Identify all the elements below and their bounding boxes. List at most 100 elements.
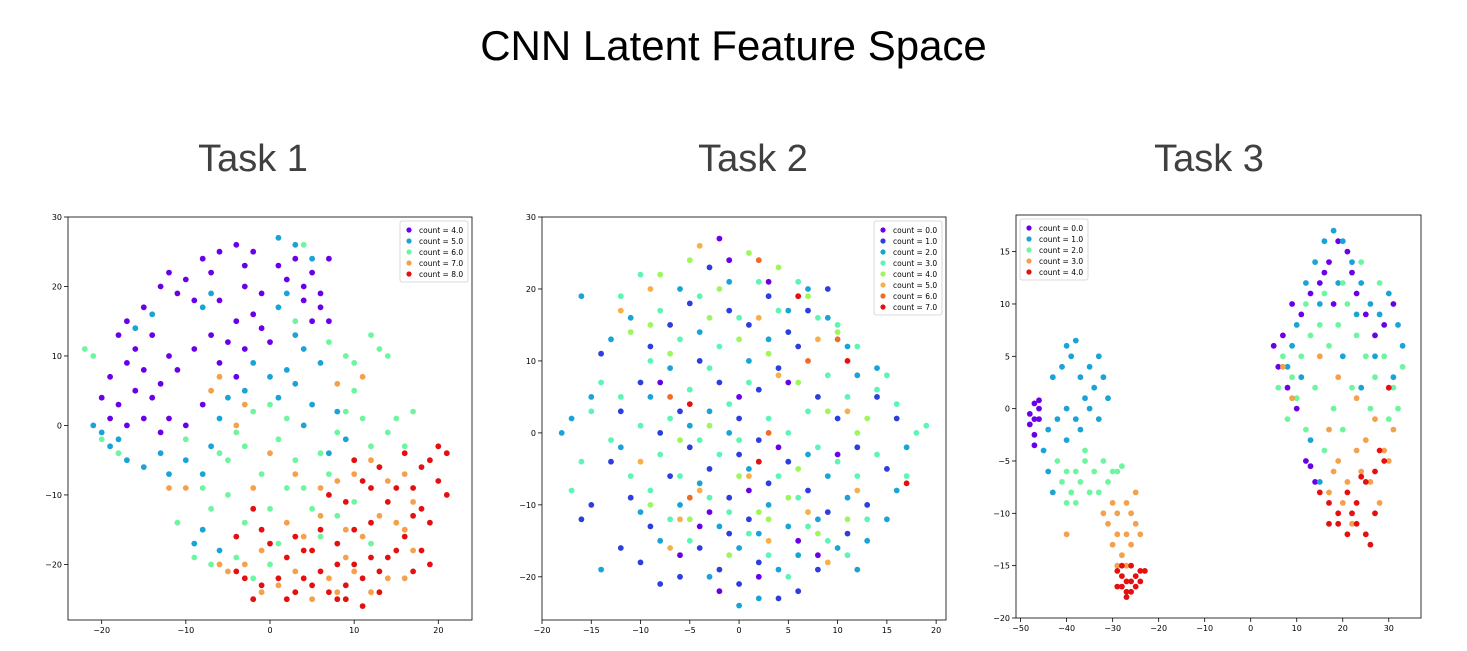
scatter-point [233,373,240,380]
scatter-point [216,415,223,422]
scatter-point [166,485,172,491]
scatter-point [795,466,802,472]
scatter-point [342,408,349,415]
scatter-point [686,494,693,501]
scatter-point [208,387,215,394]
scatter-point [90,422,97,429]
scatter-point [317,526,324,533]
scatter-point [736,473,742,479]
scatter-point [1307,463,1314,470]
legend-label: count = 6.0 [893,292,937,301]
scatter-panel-2: −20 −15 −10 −5 0 5 10 15 20 −20 −10 0 10 20 30 count = … [519,213,947,635]
scatter-point [1349,259,1355,265]
scatter-point [1367,479,1374,485]
scatter-point [844,552,851,559]
scatter-point [199,526,206,533]
scatter-point [1137,531,1144,538]
scatter-point [1114,568,1121,574]
scatter-point [617,408,624,415]
scatter-point [241,283,248,290]
scatter-point [677,516,683,523]
scatter-point [1316,479,1323,485]
scatter-point [617,307,624,314]
legend-marker [880,304,886,310]
scatter-point [267,401,273,408]
scatter-point [300,547,307,554]
scatter-point [578,516,585,523]
scatter-point [115,436,122,443]
scatter-point [1119,463,1125,470]
scatter-point [578,458,585,465]
scatter-point [326,492,332,498]
scatter-point [107,415,113,422]
scatter-point [1284,416,1291,422]
scatter-point [351,457,358,464]
scatter-point [884,372,890,379]
scatter-point [805,408,811,415]
scatter-point [1275,384,1282,391]
scatter-point [1123,500,1130,506]
scatter-point [775,264,782,271]
scatter-point [1086,489,1093,496]
scatter-point [182,457,189,464]
y-tick-label: −10 [45,491,62,500]
scatter-point [334,540,341,547]
scatter-point [1372,374,1378,381]
scatter-point [1086,405,1093,412]
scatter-point [98,429,105,436]
scatter-point [657,451,664,458]
scatter-point [834,415,841,422]
scatter-point [1381,458,1388,464]
legend-marker [1026,258,1032,264]
scatter-point [1026,421,1033,428]
scatter-point [1312,479,1318,485]
scatter-point [785,307,792,314]
scatter-point [834,336,841,343]
scatter-point [1077,374,1084,381]
scatter-point [157,380,164,387]
scatter-point [1335,458,1342,464]
scatter-point [805,451,811,458]
scatter-point [292,589,299,596]
scatter-point [1339,238,1346,245]
scatter-point [677,502,683,508]
scatter-point [326,255,332,262]
scatter-point [208,332,215,338]
scatter-point [1072,337,1079,344]
scatter-point [1335,280,1342,286]
scatter-point [824,559,831,566]
legend-label: count = 7.0 [419,259,463,268]
scatter-point [637,458,644,465]
scatter-point [706,509,713,515]
scatter-point [854,473,861,479]
scatter-point [216,360,223,366]
legend-marker [880,227,886,233]
scatter-point [1132,489,1139,496]
scatter-point [746,487,752,494]
scatter-point [854,566,861,573]
scatter-point [1385,290,1392,297]
scatter-point [1114,510,1121,517]
scatter-point [241,443,248,450]
scatter-point [805,523,811,530]
scatter-point [1362,311,1369,318]
scatter-point [1289,395,1295,402]
scatter-point [149,311,156,318]
scatter-point [884,516,890,523]
scatter-point [726,307,733,314]
scatter-point [292,568,299,575]
scatter-point [726,530,733,537]
legend-marker [406,260,412,266]
scatter-point [736,415,742,422]
panel-title-task-3: Task 3 [1154,138,1264,180]
scatter-point [410,485,416,491]
scatter-point [677,573,683,580]
legend-label: count = 4.0 [893,270,937,279]
scatter-point [1298,311,1305,318]
scatter-point [199,471,206,477]
scatter-point [647,322,654,328]
legend-box [873,220,943,316]
legend-label: count = 2.0 [1039,246,1083,255]
scatter-point [384,499,391,505]
scatter-point [1390,301,1397,307]
